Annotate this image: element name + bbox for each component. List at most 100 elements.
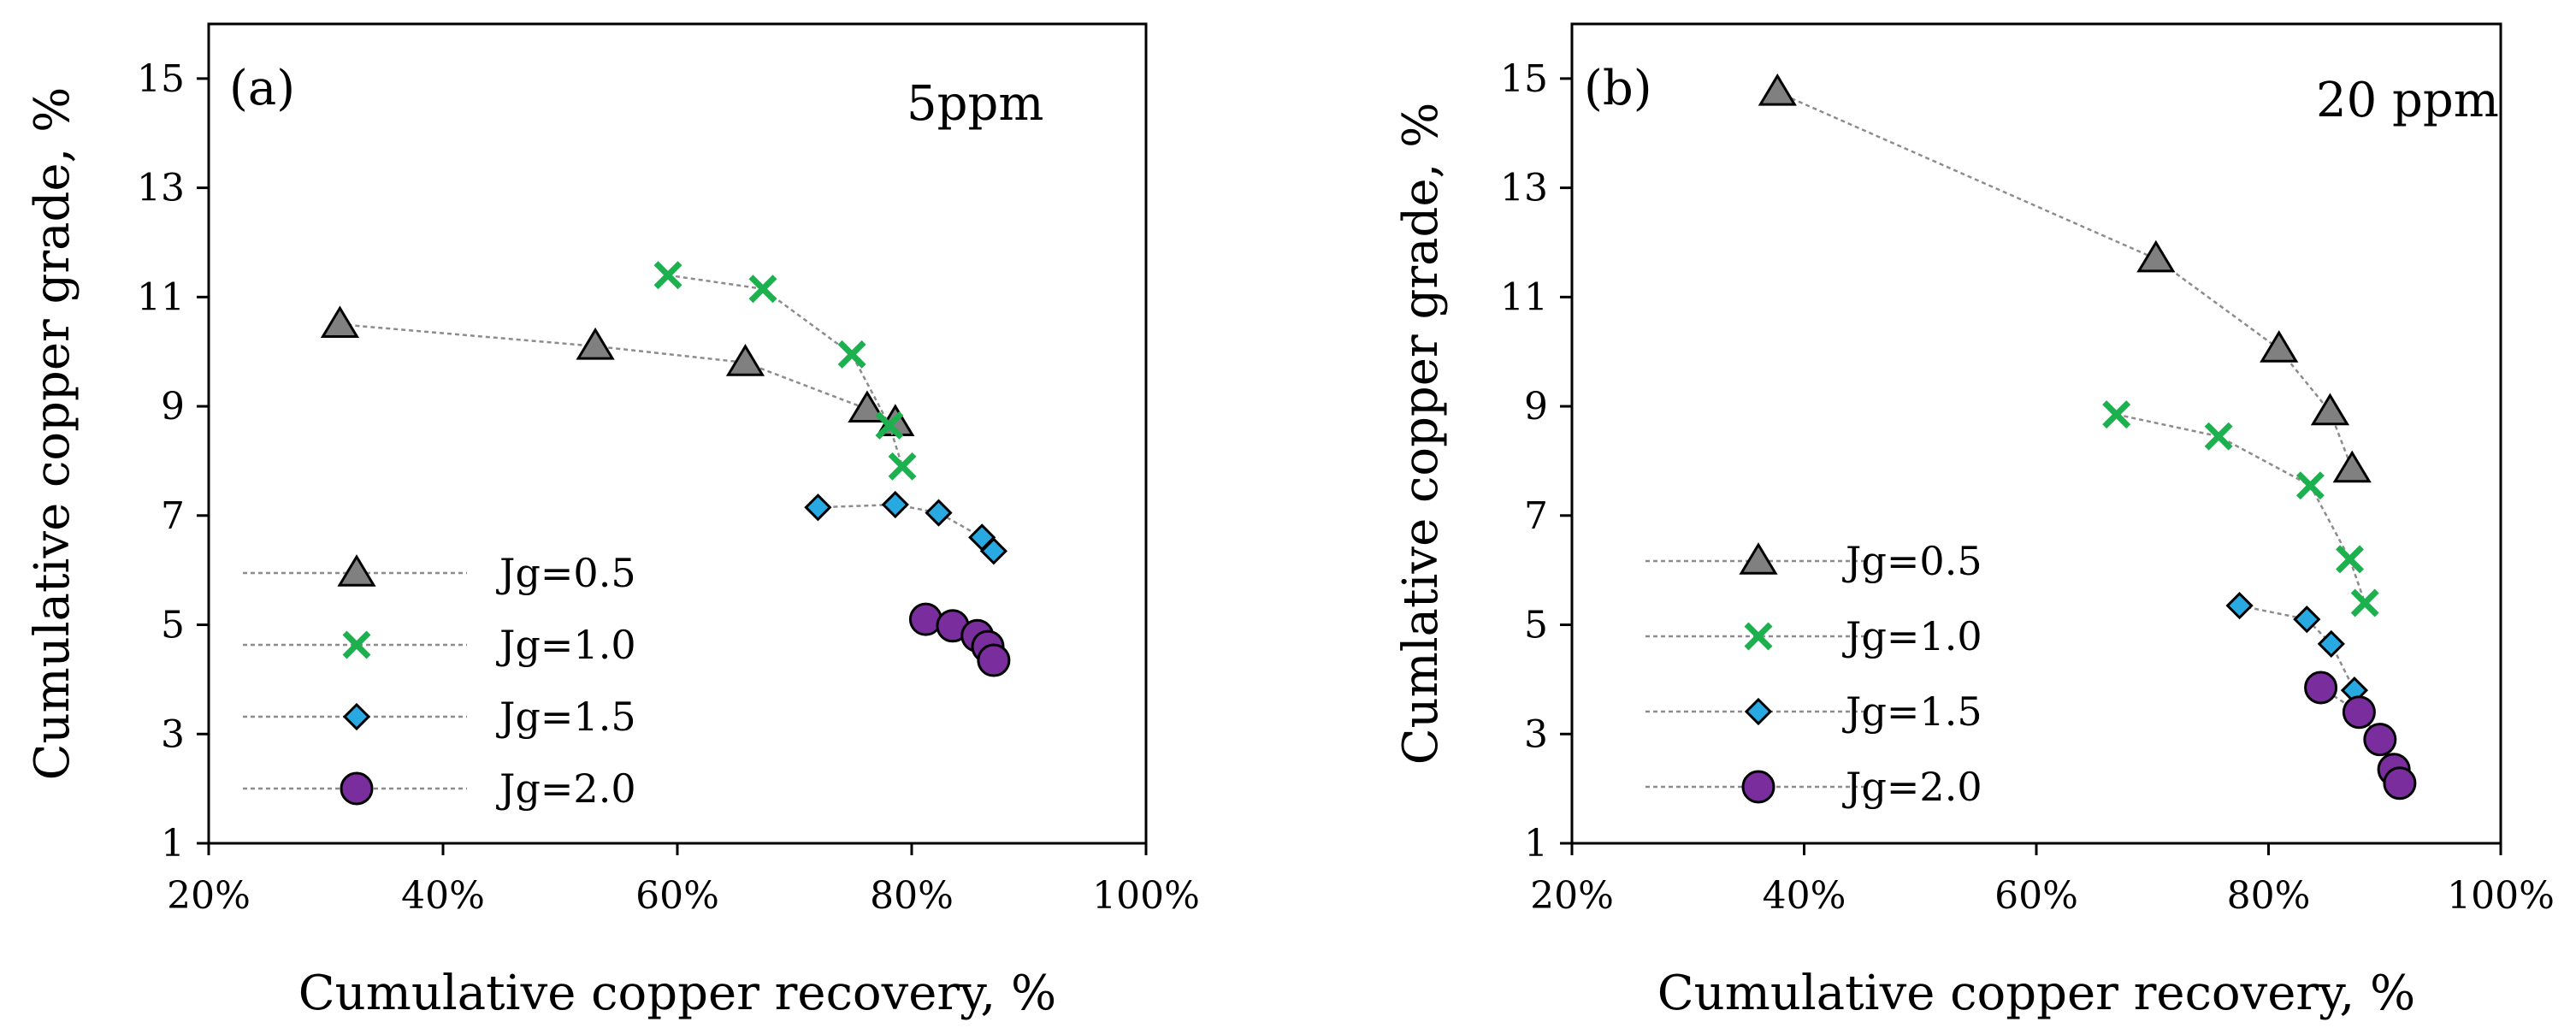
legend-entry: Jg=0.5 (1645, 538, 1982, 584)
data-point (2350, 588, 2379, 617)
data-point (908, 602, 942, 636)
data-point (2102, 400, 2131, 429)
data-point (848, 390, 887, 423)
y-tick-label: 15 (137, 57, 185, 101)
data-point (2363, 723, 2397, 757)
data-point (2295, 471, 2325, 500)
series-line (340, 323, 896, 424)
data-point (748, 275, 777, 304)
panel-label: (a) (229, 61, 295, 116)
y-tick-label: 5 (161, 604, 185, 647)
legend-marker (1741, 770, 1775, 804)
data-point (2304, 671, 2338, 705)
y-tick-label: 7 (161, 494, 185, 538)
data-point (2293, 606, 2321, 634)
data-point (804, 493, 832, 522)
series-jg-2-0 (2304, 671, 2417, 801)
legend-entry: Jg=1.0 (243, 622, 636, 668)
legend-marker (1744, 622, 1773, 651)
data-point (1758, 73, 1797, 106)
legend-label: Jg=1.0 (1842, 613, 1982, 659)
data-point (2336, 545, 2364, 574)
x-axis-title: Cumulative copper recovery, % (1657, 966, 2415, 1021)
data-point (881, 490, 909, 519)
legend-entry: Jg=1.5 (1645, 688, 1982, 735)
data-point (888, 452, 917, 481)
legend-label: Jg=1.0 (496, 622, 636, 668)
x-tick-label: 40% (1763, 874, 1846, 918)
y-tick-label: 7 (1524, 494, 1548, 538)
data-point (837, 340, 866, 369)
x-tick-label: 100% (2447, 874, 2555, 918)
legend-marker (340, 771, 374, 806)
legend-label: Jg=1.5 (496, 694, 636, 740)
y-tick-label: 1 (161, 822, 185, 866)
data-point (320, 305, 360, 339)
y-tick-label: 13 (137, 167, 185, 210)
y-tick-label: 5 (1524, 604, 1548, 647)
panel-label: (b) (1584, 61, 1652, 116)
series-line (1776, 91, 2354, 470)
y-tick-label: 3 (161, 712, 185, 756)
legend-entry: Jg=1.0 (1645, 613, 1982, 659)
data-point (653, 261, 682, 290)
legend-marker (1744, 697, 1773, 726)
data-point (2317, 629, 2345, 659)
x-tick-label: 40% (401, 874, 485, 918)
y-tick-label: 3 (1524, 712, 1548, 756)
legend-entry: Jg=1.5 (243, 694, 636, 740)
legend-label: Jg=0.5 (496, 550, 636, 596)
data-point (977, 643, 1011, 677)
series-line (2116, 413, 2366, 604)
data-point (2332, 450, 2372, 483)
legend-label: Jg=1.5 (1842, 688, 1982, 735)
x-tick-label: 60% (635, 874, 719, 918)
data-point (875, 411, 904, 440)
y-tick-label: 15 (1500, 57, 1548, 101)
data-point (2260, 330, 2299, 363)
data-point (2383, 766, 2417, 801)
series-jg-2-0 (908, 602, 1011, 677)
y-tick-label: 9 (161, 385, 185, 428)
series-jg-1-0 (2102, 400, 2379, 617)
series-jg-1-0 (653, 261, 917, 481)
data-point (925, 499, 953, 527)
legend-label: Jg=0.5 (1842, 538, 1982, 584)
x-axis-title: Cumulative copper recovery, % (298, 966, 1056, 1021)
data-point (576, 327, 615, 360)
concentration-annotation: 20 ppm (2316, 73, 2499, 128)
y-tick-label: 13 (1500, 167, 1548, 210)
data-point (979, 537, 1008, 565)
x-tick-label: 20% (167, 874, 251, 918)
y-axis-title: Cumlative copper grade, % (1393, 103, 1449, 765)
data-point (2225, 592, 2254, 620)
series-line (667, 274, 904, 467)
series-jg-1-5 (804, 490, 1008, 565)
x-tick-label: 80% (870, 874, 954, 918)
legend-label: Jg=2.0 (496, 765, 636, 812)
series-line (818, 503, 995, 552)
data-point (2204, 422, 2233, 451)
legend-marker (342, 702, 371, 731)
y-axis-title: Cumulative copper grade, % (25, 87, 80, 781)
series-line (2239, 604, 2356, 691)
legend-marker (342, 630, 371, 659)
legend-entry: Jg=2.0 (243, 765, 636, 812)
data-point (2136, 239, 2176, 273)
data-point (2342, 695, 2376, 730)
legend-label: Jg=2.0 (1842, 764, 1982, 810)
y-tick-label: 1 (1524, 822, 1548, 866)
y-tick-label: 9 (1524, 385, 1548, 428)
series-jg-1-5 (2225, 592, 2369, 705)
series-jg-0-5 (320, 305, 915, 436)
legend-entry: Jg=0.5 (243, 550, 636, 596)
data-point (725, 344, 765, 376)
x-tick-label: 60% (1994, 874, 2078, 918)
legend-marker (337, 554, 376, 587)
x-tick-label: 80% (2227, 874, 2311, 918)
x-tick-label: 100% (1092, 874, 1200, 918)
legend-entry: Jg=2.0 (1645, 764, 1982, 810)
